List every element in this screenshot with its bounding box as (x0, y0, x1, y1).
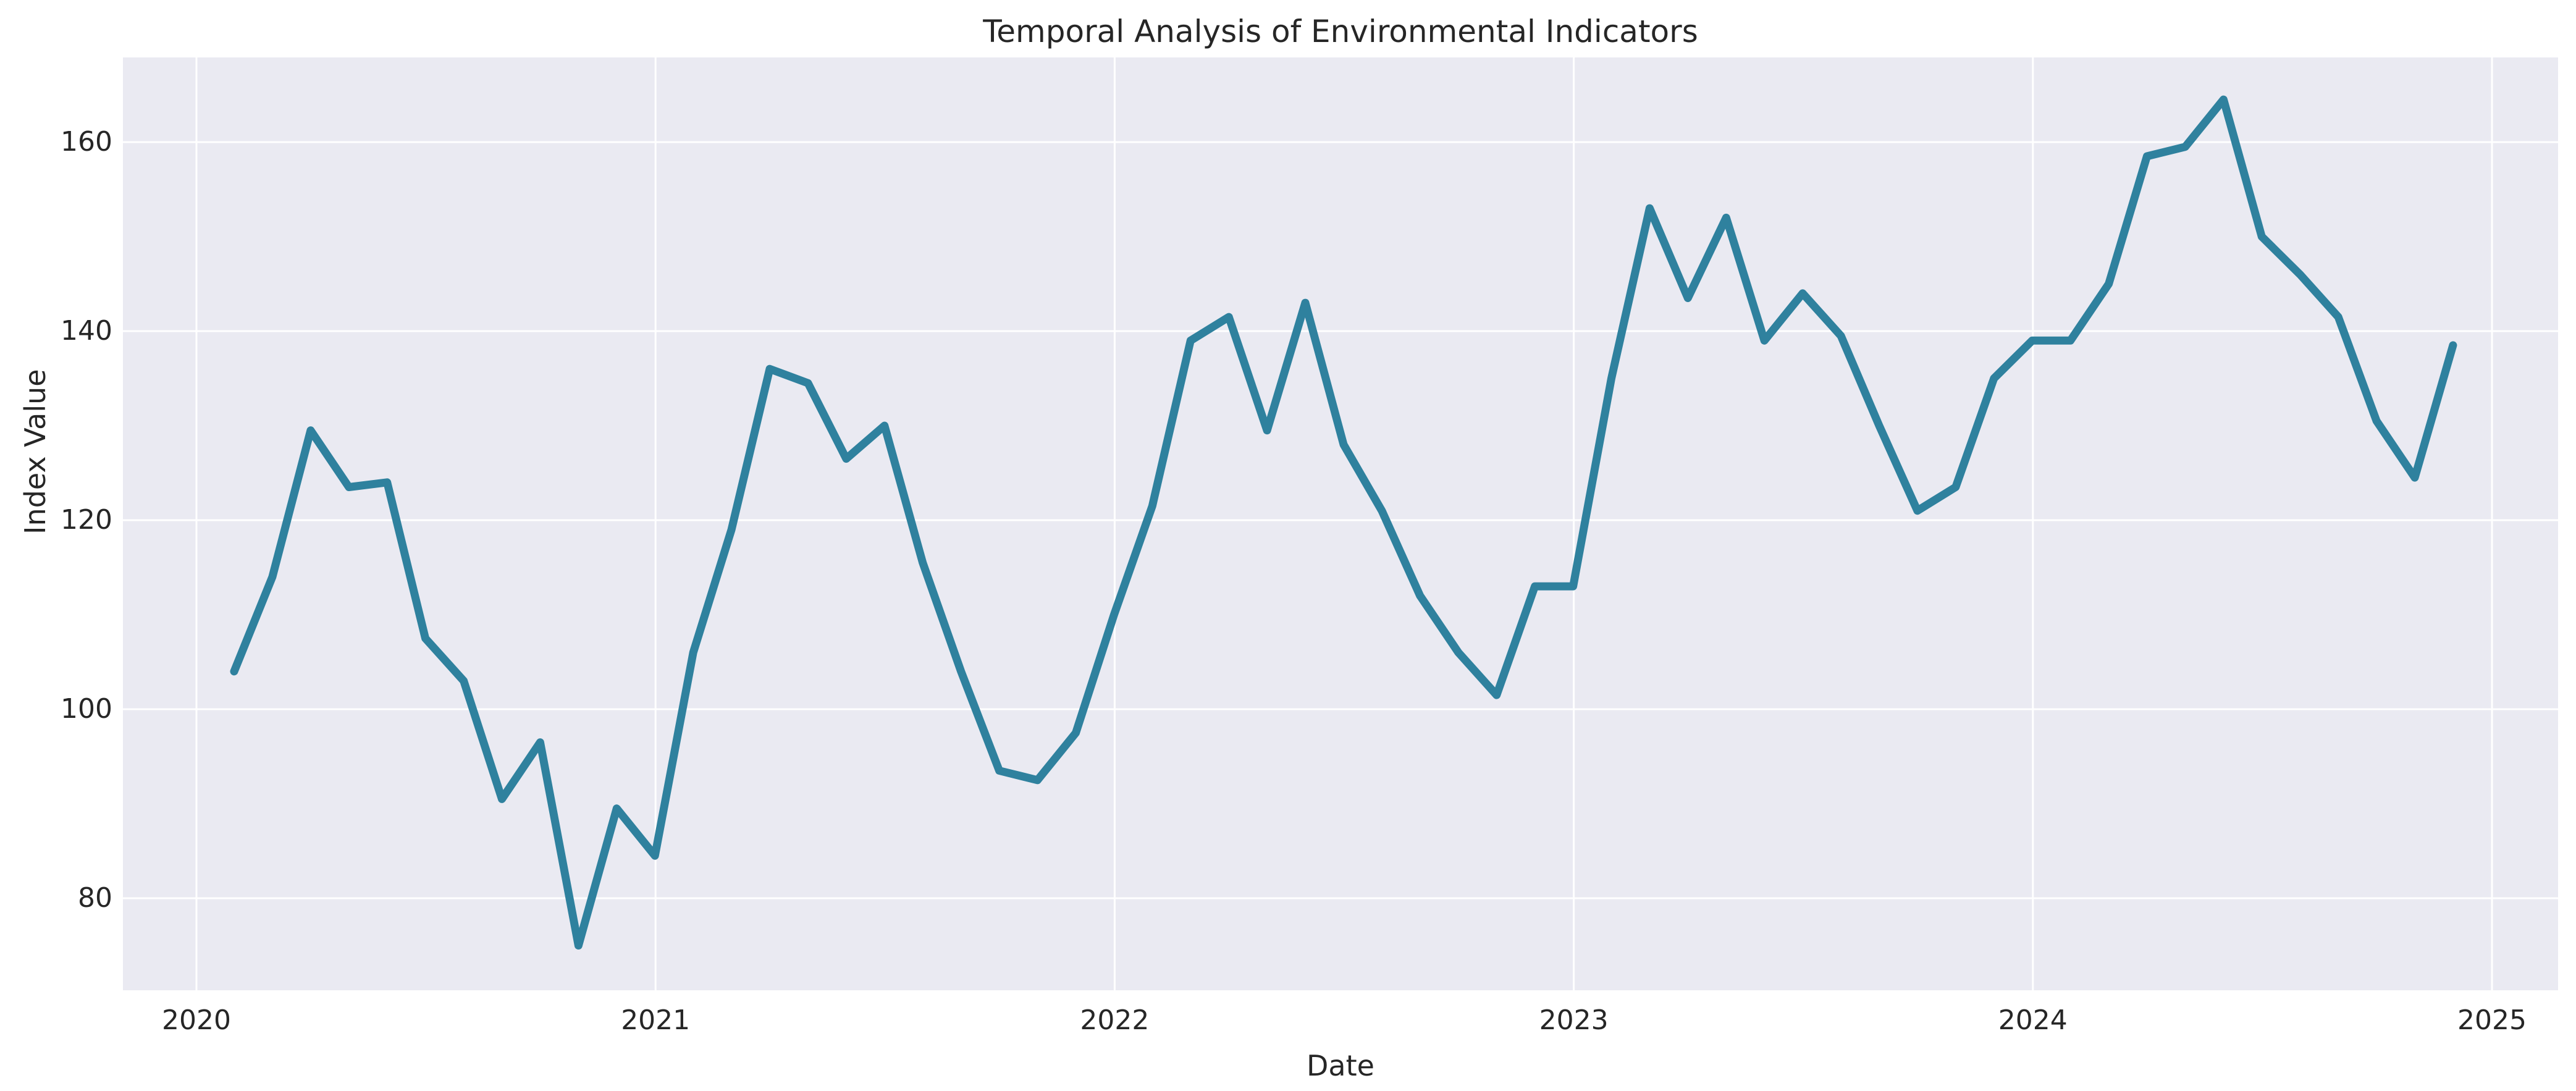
y-tick-label: 140 (61, 315, 112, 347)
x-tick-label: 2020 (162, 1005, 231, 1036)
line-chart-canvas (123, 57, 2558, 990)
chart-title: Temporal Analysis of Environmental Indic… (983, 14, 1698, 49)
series-line (230, 95, 2457, 950)
x-axis-label: Date (1307, 1049, 1374, 1082)
y-tick-label: 80 (78, 882, 112, 914)
y-tick-label: 120 (61, 504, 112, 536)
x-tick-label: 2022 (1080, 1005, 1150, 1036)
y-tick-label: 100 (61, 693, 112, 725)
plot-area (123, 57, 2558, 990)
x-tick-label: 2024 (1998, 1005, 2068, 1036)
y-tick-label: 160 (61, 126, 112, 158)
x-tick-label: 2021 (621, 1005, 691, 1036)
x-tick-label: 2023 (1539, 1005, 1609, 1036)
x-tick-label: 2025 (2457, 1005, 2527, 1036)
y-axis-label: Index Value (19, 369, 52, 534)
